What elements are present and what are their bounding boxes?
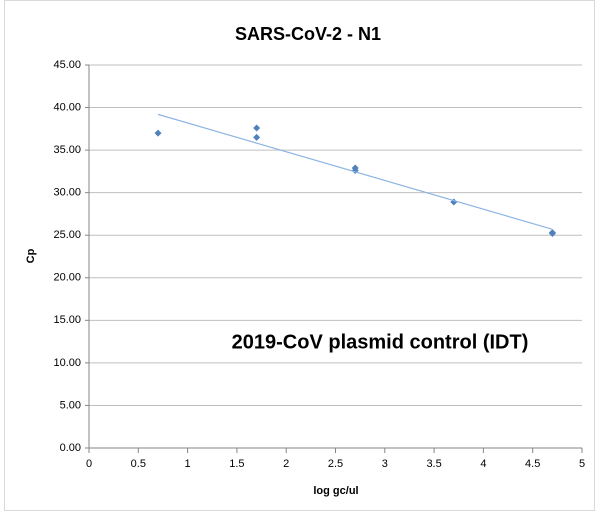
y-tick-label: 15.00 xyxy=(53,314,81,326)
marker xyxy=(154,129,162,137)
x-tick-label: 3.5 xyxy=(426,458,441,470)
y-tick-label: 20.00 xyxy=(53,272,81,284)
y-tick-label: 30.00 xyxy=(53,187,81,199)
y-tick-label: 45.00 xyxy=(53,59,81,71)
y-axis-title: Cp xyxy=(25,248,37,263)
x-tick-label: 1 xyxy=(185,458,191,470)
x-tick-label: 1.5 xyxy=(229,458,244,470)
marker xyxy=(548,230,556,238)
chart-border xyxy=(4,0,595,511)
y-tick-label: 0.00 xyxy=(60,442,81,454)
marker xyxy=(253,133,261,141)
annotation: 2019-CoV plasmid control (IDT) xyxy=(232,331,529,353)
x-axis-title: log gc/ul xyxy=(313,485,358,497)
x-tick-label: 3 xyxy=(382,458,388,470)
trendline xyxy=(157,113,553,230)
y-tick-label: 10.00 xyxy=(53,357,81,369)
x-tick-label: 5 xyxy=(579,458,585,470)
x-tick-label: 2 xyxy=(283,458,289,470)
x-tick-label: 2.5 xyxy=(328,458,343,470)
chart-title: SARS-CoV-2 - N1 xyxy=(235,24,381,44)
x-tick-label: 4.5 xyxy=(525,458,540,470)
y-tick-label: 40.00 xyxy=(53,101,81,113)
y-tick-label: 5.00 xyxy=(60,399,81,411)
x-tick-label: 0.5 xyxy=(131,458,146,470)
y-tick-label: 25.00 xyxy=(53,229,81,241)
x-tick-label: 4 xyxy=(480,458,486,470)
x-tick-label: 0 xyxy=(86,458,92,470)
y-tick-label: 35.00 xyxy=(53,144,81,156)
marker xyxy=(253,124,261,132)
